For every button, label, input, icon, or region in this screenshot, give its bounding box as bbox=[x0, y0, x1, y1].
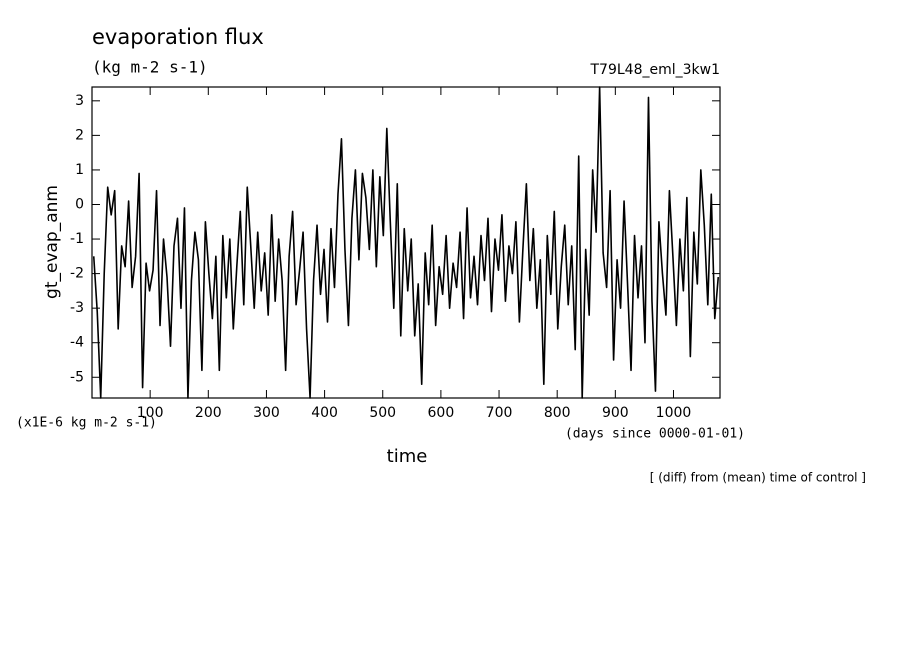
x-tick-label: 1000 bbox=[656, 405, 692, 421]
y-unit: (x1E-6 kg m-2 s-1) bbox=[16, 416, 157, 431]
y-tick-label: -5 bbox=[70, 369, 84, 385]
x-tick-label: 800 bbox=[544, 405, 571, 421]
chart-title: evaporation flux bbox=[92, 25, 264, 49]
x-tick-label: 900 bbox=[602, 405, 629, 421]
y-tick-label: -3 bbox=[70, 300, 84, 316]
chart-subtitle: (kg m-2 s-1) bbox=[92, 58, 208, 77]
plot-frame bbox=[91, 86, 721, 399]
x-unit: (days since 0000-01-01) bbox=[565, 427, 745, 442]
x-tick-label: 200 bbox=[195, 405, 222, 421]
y-axis-label: gt_evap_anm bbox=[42, 185, 62, 299]
y-tick-label: -2 bbox=[70, 266, 84, 282]
x-tick-label: 600 bbox=[428, 405, 455, 421]
x-tick-label: 300 bbox=[253, 405, 280, 421]
x-tick-label: 500 bbox=[369, 405, 396, 421]
x-tick-label: 700 bbox=[486, 405, 513, 421]
y-tick-label: -4 bbox=[70, 335, 84, 351]
x-tick-label: 400 bbox=[311, 405, 338, 421]
y-tick-label: 1 bbox=[75, 162, 84, 178]
y-tick-label: 3 bbox=[75, 93, 84, 109]
y-tick-label: 0 bbox=[75, 196, 84, 212]
run-label: T79L48_eml_3kw1 bbox=[590, 62, 721, 78]
note: [ (diff) from (mean) time of control ] bbox=[650, 471, 866, 485]
y-tick-label: -1 bbox=[70, 231, 84, 247]
data-line bbox=[92, 86, 720, 399]
x-axis-label: time bbox=[387, 446, 428, 467]
x-tick-label: 100 bbox=[137, 405, 164, 421]
y-tick-label: 2 bbox=[75, 127, 84, 143]
